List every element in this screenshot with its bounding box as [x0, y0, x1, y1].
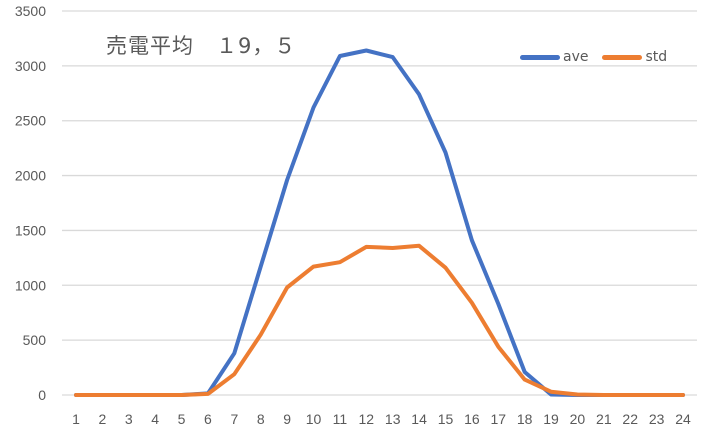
series-line-ave: [74, 48, 685, 397]
x-tick-label: 12: [359, 411, 375, 427]
x-tick-label: 19: [543, 411, 559, 427]
series-line-std: [74, 243, 685, 397]
x-tick-label: 17: [490, 411, 506, 427]
x-tick-label: 8: [257, 411, 265, 427]
y-tick-label: 1500: [15, 222, 46, 238]
legend-swatch-std: [602, 54, 643, 60]
chart-title: 売電平均 １9，５: [106, 34, 297, 58]
legend-label-ave: ave: [563, 49, 589, 65]
x-tick-label: 14: [411, 411, 427, 427]
x-tick-label: 10: [306, 411, 322, 427]
y-tick-label: 0: [38, 387, 46, 403]
x-tick-label: 2: [98, 411, 106, 427]
x-tick-label: 7: [230, 411, 238, 427]
chart-legend: ave std: [520, 49, 681, 65]
data-series: [74, 48, 685, 397]
y-tick-label: 2500: [15, 113, 46, 129]
x-tick-label: 21: [596, 411, 612, 427]
x-tick-label: 16: [464, 411, 480, 427]
gridlines: [62, 10, 697, 396]
x-tick-label: 20: [570, 411, 586, 427]
x-tick-label: 18: [517, 411, 533, 427]
y-tick-label: 1000: [15, 277, 46, 293]
y-tick-label: 500: [23, 332, 47, 348]
x-tick-label: 22: [622, 411, 638, 427]
x-tick-label: 11: [333, 411, 348, 427]
legend-item-ave: ave: [520, 49, 588, 65]
y-tick-label: 3500: [15, 3, 46, 19]
y-tick-label: 2000: [15, 168, 46, 184]
x-tick-label: 24: [675, 411, 691, 427]
x-tick-label: 6: [204, 411, 212, 427]
x-tick-label: 13: [385, 411, 401, 427]
x-tick-label: 23: [649, 411, 665, 427]
x-tick-label: 5: [178, 411, 186, 427]
legend-swatch-ave: [520, 54, 560, 60]
x-tick-label: 1: [72, 411, 80, 427]
x-tick-label: 9: [283, 411, 291, 427]
x-axis-ticks: 1 2 3 4 5 6 7 8 9 10 11 12 13 14 15 16 17 18 19 20 21 22 23 24: [72, 411, 691, 427]
y-tick-label: 3000: [15, 58, 46, 74]
legend-label-std: std: [645, 49, 668, 65]
y-axis-ticks: 0 500 1000 1500 2000 2500 3000 3500: [15, 3, 46, 403]
legend-item-std: std: [602, 49, 667, 65]
x-tick-label: 4: [151, 411, 159, 427]
x-tick-label: 15: [438, 411, 454, 427]
x-tick-label: 3: [125, 411, 133, 427]
